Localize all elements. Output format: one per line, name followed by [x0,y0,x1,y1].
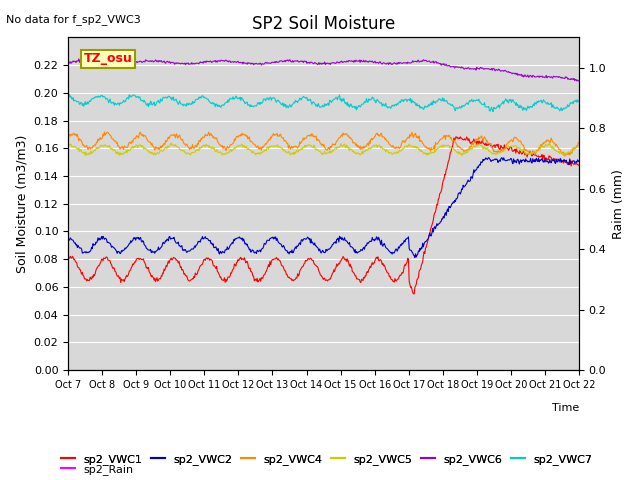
Text: Time: Time [552,403,579,413]
Text: TZ_osu: TZ_osu [83,52,132,65]
Title: SP2 Soil Moisture: SP2 Soil Moisture [252,15,395,33]
Y-axis label: Soil Moisture (m3/m3): Soil Moisture (m3/m3) [15,134,28,273]
Legend: sp2_VWC1, sp2_VWC2, sp2_VWC4, sp2_VWC5, sp2_VWC6, sp2_VWC7: sp2_VWC1, sp2_VWC2, sp2_VWC4, sp2_VWC5, … [57,450,597,469]
Legend: sp2_Rain: sp2_Rain [57,459,138,479]
Y-axis label: Raim (mm): Raim (mm) [612,169,625,239]
Text: No data for f_sp2_VWC3: No data for f_sp2_VWC3 [6,14,141,25]
